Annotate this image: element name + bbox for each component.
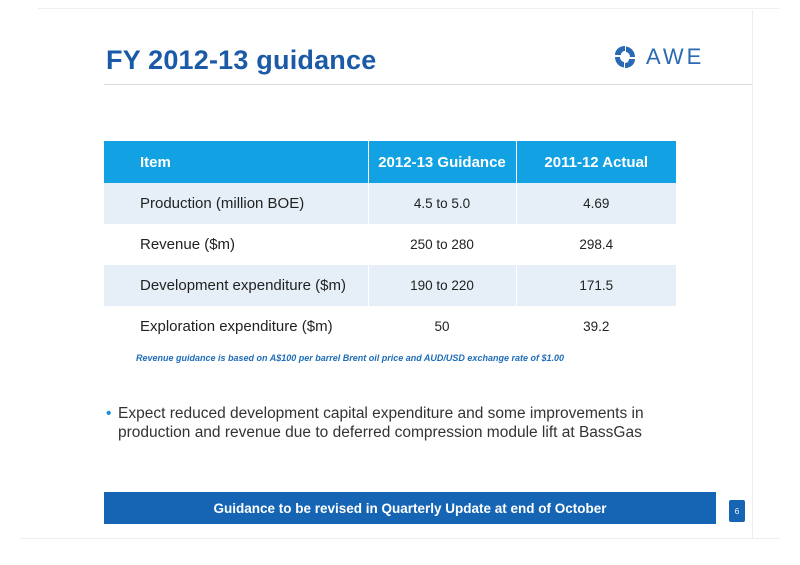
awe-logo-icon	[615, 46, 635, 68]
company-logo: AWE	[612, 42, 704, 72]
title-divider	[104, 84, 752, 85]
bullet-point: • Expect reduced development capital exp…	[106, 404, 666, 442]
row-item: Revenue ($m)	[104, 224, 369, 265]
row-actual: 298.4	[516, 224, 676, 265]
row-item: Exploration expenditure ($m)	[104, 306, 369, 347]
revenue-footnote: Revenue guidance is based on A$100 per b…	[136, 353, 564, 363]
row-guidance: 4.5 to 5.0	[368, 183, 517, 224]
row-guidance: 250 to 280	[368, 224, 517, 265]
header-item: Item	[104, 141, 369, 183]
table-row: Exploration expenditure ($m) 50 39.2	[104, 306, 676, 347]
bullet-text: Expect reduced development capital expen…	[118, 405, 644, 441]
row-item: Development expenditure ($m)	[104, 265, 369, 306]
logo-text: AWE	[646, 44, 705, 69]
header-actual: 2011-12 Actual	[516, 141, 676, 183]
row-actual: 39.2	[516, 306, 676, 347]
row-actual: 171.5	[516, 265, 676, 306]
bullet-icon: •	[106, 405, 112, 422]
header-guidance: 2012-13 Guidance	[368, 141, 517, 183]
page-number: 6	[729, 500, 745, 522]
table-row: Development expenditure ($m) 190 to 220 …	[104, 265, 676, 306]
top-border	[38, 8, 780, 9]
row-guidance: 190 to 220	[368, 265, 517, 306]
table-row: Revenue ($m) 250 to 280 298.4	[104, 224, 676, 265]
guidance-banner: Guidance to be revised in Quarterly Upda…	[104, 492, 716, 524]
bottom-border	[20, 538, 780, 539]
slide-title: FY 2012-13 guidance	[106, 45, 377, 75]
right-border	[752, 10, 753, 538]
row-actual: 4.69	[516, 183, 676, 224]
row-guidance: 50	[368, 306, 517, 347]
guidance-table: Item 2012-13 Guidance 2011-12 Actual Pro…	[104, 141, 676, 347]
table-row: Production (million BOE) 4.5 to 5.0 4.69	[104, 183, 676, 224]
row-item: Production (million BOE)	[104, 183, 369, 224]
table-header-row: Item 2012-13 Guidance 2011-12 Actual	[104, 141, 676, 183]
